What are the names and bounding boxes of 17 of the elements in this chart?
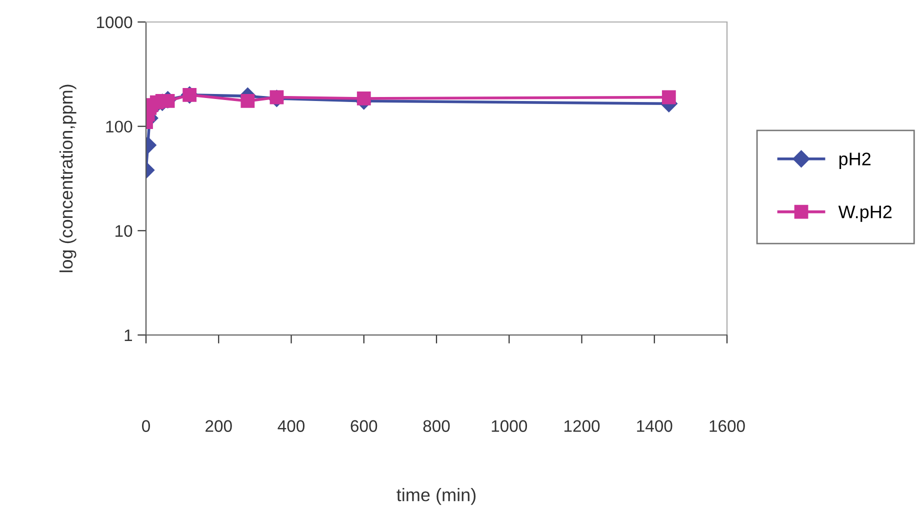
- x-axis-title: time (min): [396, 488, 476, 505]
- y-axis-title: log (concentration,ppm): [59, 84, 76, 272]
- legend-label: W.pH2: [838, 206, 892, 222]
- x-tick-label: 1400: [637, 420, 672, 432]
- legend-label: pH2: [839, 152, 870, 169]
- x-tick-label: 1200: [564, 420, 600, 432]
- x-tick-label: 400: [278, 420, 305, 432]
- y-tick-label: 1: [124, 330, 132, 342]
- x-tick-label: 200: [206, 420, 232, 432]
- y-tick-label: 100: [106, 120, 132, 133]
- x-tick-label: 1000: [492, 420, 528, 432]
- x-tick-label: 600: [350, 420, 378, 432]
- x-tick-label: 0: [142, 420, 150, 432]
- y-tick-label: 1000: [97, 16, 132, 28]
- x-tick-label: 800: [423, 420, 450, 432]
- y-tick-label: 10: [116, 225, 132, 237]
- x-tick-label: 1600: [710, 420, 745, 432]
